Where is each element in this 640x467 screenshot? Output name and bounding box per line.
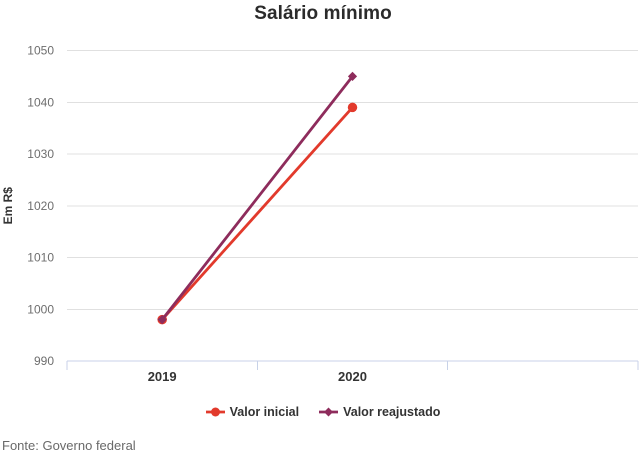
y-tick-label: 1050 bbox=[27, 44, 54, 58]
x-tick-label: 2020 bbox=[338, 369, 367, 384]
series-line bbox=[160, 74, 354, 322]
y-tick-label: 1040 bbox=[27, 95, 54, 109]
data-point-circle-marker bbox=[347, 102, 358, 113]
source-note: Fonte: Governo federal bbox=[2, 438, 136, 453]
y-axis-title: Em R$ bbox=[1, 187, 15, 225]
legend-label: Valor inicial bbox=[229, 405, 300, 419]
legend-item: Valor reajustado bbox=[319, 405, 440, 419]
legend-diamond-marker-icon bbox=[319, 407, 339, 417]
y-tick-label: 1010 bbox=[27, 251, 54, 265]
x-tick-label: 2019 bbox=[148, 369, 177, 384]
legend-label: Valor reajustado bbox=[343, 405, 441, 419]
y-tick-label: 990 bbox=[34, 354, 54, 368]
legend-item: Valor inicial bbox=[205, 405, 300, 419]
y-tick-label: 1020 bbox=[27, 199, 54, 213]
data-point-diamond-marker bbox=[157, 315, 167, 325]
line-chart-plot: 990 1000 1010 1020 1030 1040 1050 2019 2020 Em R$ bbox=[1, 44, 639, 384]
data-point-diamond-marker bbox=[347, 71, 358, 81]
series-line bbox=[160, 106, 354, 322]
legend-circle-marker-icon bbox=[205, 407, 225, 417]
y-tick-label: 1000 bbox=[27, 302, 54, 316]
chart-title: Salário mínimo bbox=[254, 3, 392, 24]
legend: Valor inicial Valor reajustado bbox=[0, 405, 640, 419]
y-tick-label: 1030 bbox=[27, 147, 54, 161]
